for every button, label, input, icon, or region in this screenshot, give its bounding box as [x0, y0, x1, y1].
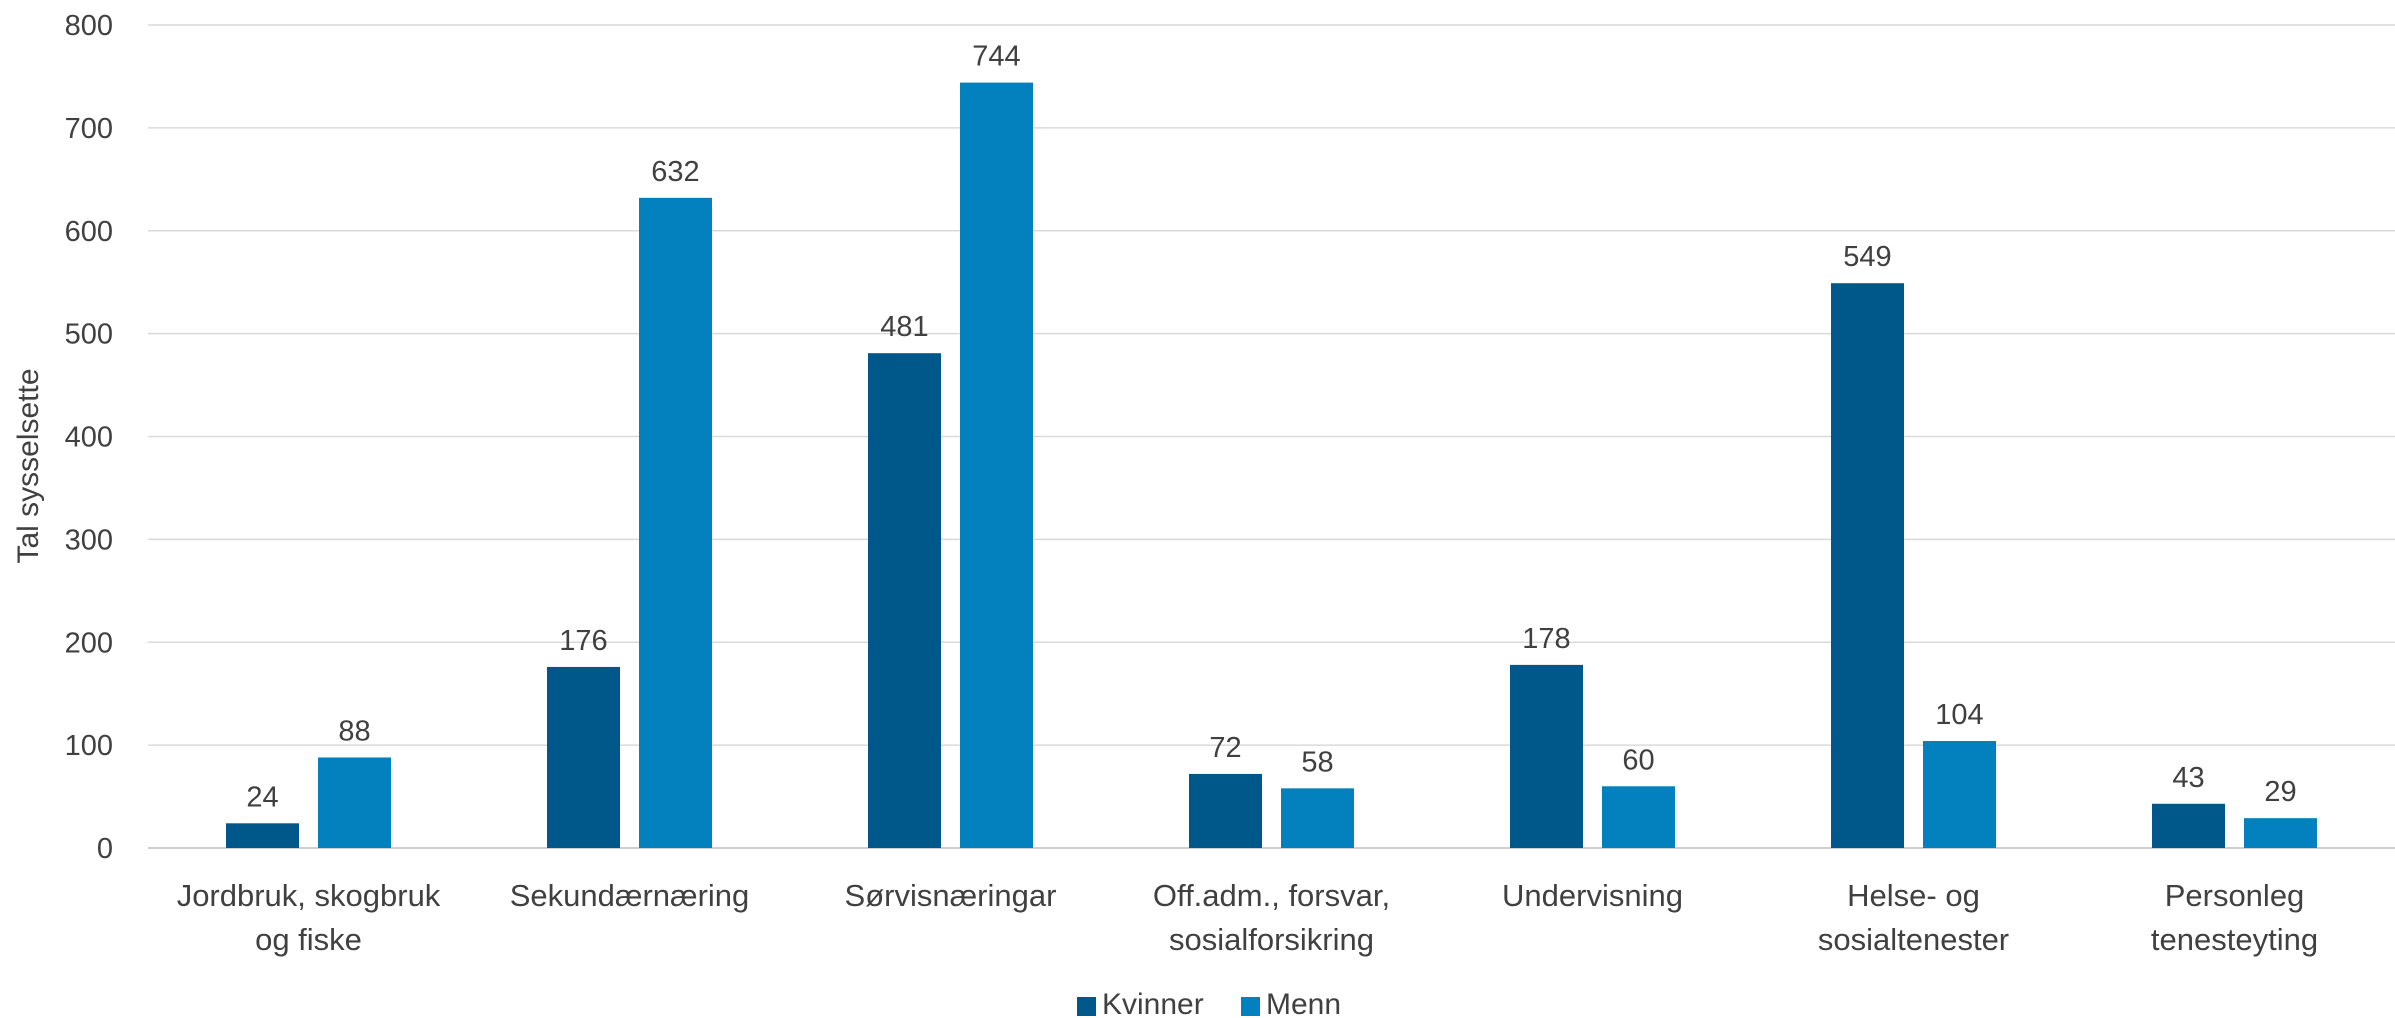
bar-kvinner: [868, 353, 941, 848]
y-tick-label: 600: [65, 216, 113, 248]
bar-menn: [1281, 788, 1354, 848]
y-tick-label: 500: [65, 319, 113, 351]
y-tick-label: 400: [65, 422, 113, 454]
data-label-menn: 744: [972, 41, 1020, 73]
x-category-label: Personleg tenesteyting: [2151, 878, 2318, 957]
data-label-menn: 88: [338, 715, 370, 747]
bar-kvinner: [547, 666, 620, 848]
x-category-label: Jordbruk, skogbruk og fiske: [177, 878, 441, 957]
y-tick-label: 0: [97, 833, 113, 865]
legend-label-kvinner: Kvinner: [1102, 988, 1204, 1018]
data-label-kvinner: 549: [1843, 241, 1891, 273]
bar-menn: [960, 82, 1033, 849]
y-axis-label: Tal sysselsette: [12, 368, 45, 563]
bar-menn: [2244, 818, 2317, 848]
x-axis-categories: Jordbruk, skogbruk og fiske Sekundærnæring…: [177, 878, 2318, 957]
data-label-kvinner: 176: [559, 625, 607, 657]
bar-kvinner: [226, 823, 299, 848]
legend-swatch-menn: [1241, 997, 1260, 1016]
y-tick-label: 300: [65, 524, 113, 556]
data-label-kvinner: 481: [880, 311, 928, 343]
bar-menn: [1602, 786, 1675, 848]
bar-menn: [639, 197, 712, 848]
x-category-label: Helse- og sosialtenester: [1818, 878, 2009, 957]
y-tick-label: 100: [65, 730, 113, 762]
x-category-label: Undervisning: [1502, 878, 1683, 913]
data-label-menn: 632: [651, 156, 699, 188]
legend: Kvinner Menn: [1077, 988, 1341, 1018]
y-axis-ticks: 0 100 200 300 400 500 600 700 800: [65, 10, 113, 865]
data-label-kvinner: 43: [2172, 762, 2204, 794]
legend-label-menn: Menn: [1266, 988, 1341, 1018]
bar-kvinner: [1189, 773, 1262, 848]
bar-kvinner: [1831, 283, 1904, 848]
data-label-menn: 104: [1935, 699, 1983, 731]
data-label-menn: 60: [1622, 744, 1654, 776]
bar-kvinner: [1510, 664, 1583, 848]
legend-swatch-kvinner: [1077, 997, 1096, 1016]
data-label-kvinner: 178: [1522, 623, 1570, 655]
gridlines: [148, 24, 2395, 849]
data-label-kvinner: 72: [1209, 732, 1241, 764]
y-tick-label: 800: [65, 10, 113, 42]
y-tick-label: 200: [65, 627, 113, 659]
data-labels: 24 88 176 632 481 744 72 58 178 60 549 104 43 29: [246, 41, 2296, 814]
y-tick-label: 700: [65, 113, 113, 145]
data-label-menn: 58: [1301, 746, 1333, 778]
x-category-label: Sørvisnæringar: [845, 878, 1057, 913]
data-label-kvinner: 24: [246, 781, 278, 813]
x-category-label: Off.adm., forsvar, sosialforsikring: [1153, 878, 1390, 957]
data-label-menn: 29: [2264, 776, 2296, 808]
bar-kvinner: [2152, 803, 2225, 848]
bars: [226, 82, 2317, 849]
bar-menn: [318, 757, 391, 848]
bar-menn: [1923, 741, 1996, 848]
x-category-label: Sekundærnæring: [510, 878, 750, 913]
